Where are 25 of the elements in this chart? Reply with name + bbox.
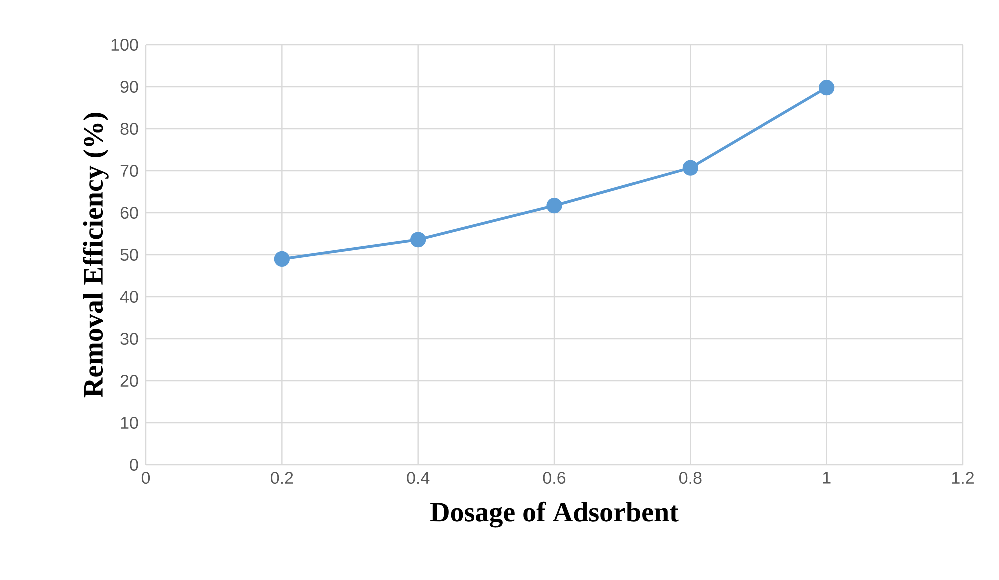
x-tick-label: 1 bbox=[823, 472, 831, 484]
y-tick-label: 100 bbox=[112, 38, 138, 52]
point bbox=[410, 232, 426, 248]
y-tick-label: 30 bbox=[120, 332, 138, 346]
y-tick-label: 70 bbox=[120, 164, 138, 178]
x-tick-label: 1.2 bbox=[952, 472, 974, 484]
y-tick-label: 80 bbox=[120, 122, 138, 136]
point bbox=[819, 80, 835, 96]
y-tick-label: 0 bbox=[130, 458, 138, 472]
y-tick-label: 90 bbox=[120, 80, 138, 94]
y-tick-label: 60 bbox=[120, 206, 138, 220]
x-tick-label: 0.2 bbox=[271, 472, 294, 484]
y-axis-title: Removal Efficiency (%) bbox=[83, 113, 109, 398]
point bbox=[274, 251, 290, 267]
y-tick-label: 10 bbox=[121, 416, 138, 430]
point bbox=[546, 198, 562, 214]
y-tick-label: 50 bbox=[120, 248, 138, 262]
x-tick-label: 0.4 bbox=[407, 472, 430, 484]
x-tick-label: 0.6 bbox=[543, 472, 566, 484]
x-tick-label: 0.8 bbox=[680, 472, 702, 484]
x-axis-title: Dosage of Adsorbent bbox=[430, 502, 679, 528]
y-tick-label: 40 bbox=[120, 290, 138, 304]
point bbox=[682, 160, 698, 176]
y-tick-label: 20 bbox=[120, 374, 138, 388]
x-tick-label: 0 bbox=[142, 472, 150, 484]
